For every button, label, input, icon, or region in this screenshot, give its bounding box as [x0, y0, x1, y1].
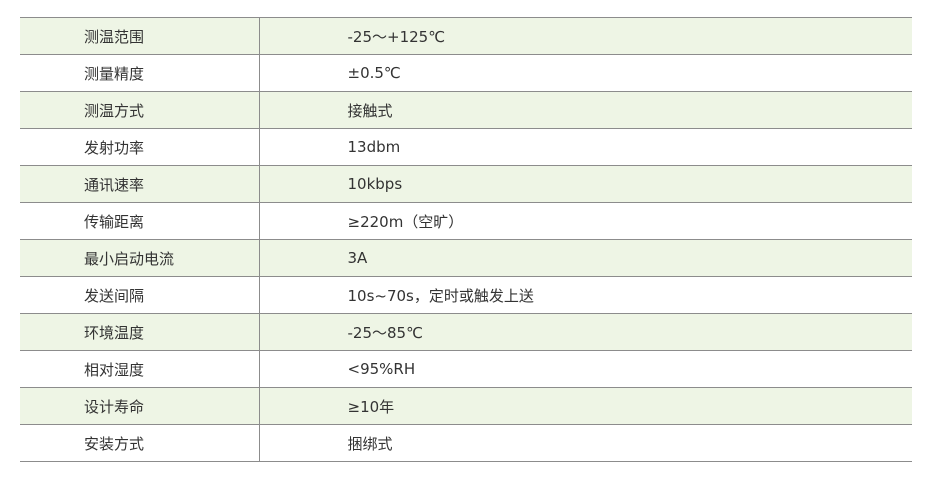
spec-name: 安装方式: [20, 424, 260, 462]
spec-value: 3A: [259, 239, 912, 277]
spec-value: 捆绑式: [259, 424, 912, 462]
spec-name: 发射功率: [20, 128, 260, 166]
spec-name: 相对湿度: [20, 350, 260, 388]
spec-name: 传输距离: [20, 202, 260, 240]
spec-value: ±0.5℃: [259, 54, 912, 92]
spec-value: 接触式: [259, 91, 912, 129]
spec-value: 10kbps: [259, 165, 912, 203]
spec-name: 通讯速率: [20, 165, 260, 203]
spec-table-body: 测温范围 -25～+125℃ 测量精度 ±0.5℃ 测温方式 接触式 发射功率 13dbm 通讯…: [20, 17, 912, 462]
spec-row: 环境温度 -25～85℃: [20, 313, 912, 351]
spec-name: 测温范围: [20, 17, 260, 55]
spec-row: 最小启动电流 3A: [20, 239, 912, 277]
spec-row: 安装方式 捆绑式: [20, 424, 912, 462]
spec-name: 测温方式: [20, 91, 260, 129]
spec-row: 设计寿命 ≥10年: [20, 387, 912, 425]
spec-row: 发送间隔 10s~70s，定时或触发上送: [20, 276, 912, 314]
spec-name: 设计寿命: [20, 387, 260, 425]
spec-row: 传输距离 ≥220m（空旷）: [20, 202, 912, 240]
spec-row: 相对湿度 <95%RH: [20, 350, 912, 388]
spec-name: 最小启动电流: [20, 239, 260, 277]
spec-row: 发射功率 13dbm: [20, 128, 912, 166]
spec-table-wrap: 测温范围 -25～+125℃ 测量精度 ±0.5℃ 测温方式 接触式 发射功率 13dbm 通讯…: [20, 17, 912, 462]
spec-row: 测温方式 接触式: [20, 91, 912, 129]
spec-table: 测温范围 -25～+125℃ 测量精度 ±0.5℃ 测温方式 接触式 发射功率 13dbm 通讯…: [20, 17, 912, 462]
spec-value: -25～85℃: [259, 313, 912, 351]
spec-value: 13dbm: [259, 128, 912, 166]
spec-value: ≥220m（空旷）: [259, 202, 912, 240]
spec-name: 发送间隔: [20, 276, 260, 314]
spec-row: 通讯速率 10kbps: [20, 165, 912, 203]
spec-value: <95%RH: [259, 350, 912, 388]
spec-row: 测量精度 ±0.5℃: [20, 54, 912, 92]
spec-name: 测量精度: [20, 54, 260, 92]
spec-row: 测温范围 -25～+125℃: [20, 17, 912, 55]
spec-value: ≥10年: [259, 387, 912, 425]
spec-name: 环境温度: [20, 313, 260, 351]
spec-value: 10s~70s，定时或触发上送: [259, 276, 912, 314]
spec-value: -25～+125℃: [259, 17, 912, 55]
